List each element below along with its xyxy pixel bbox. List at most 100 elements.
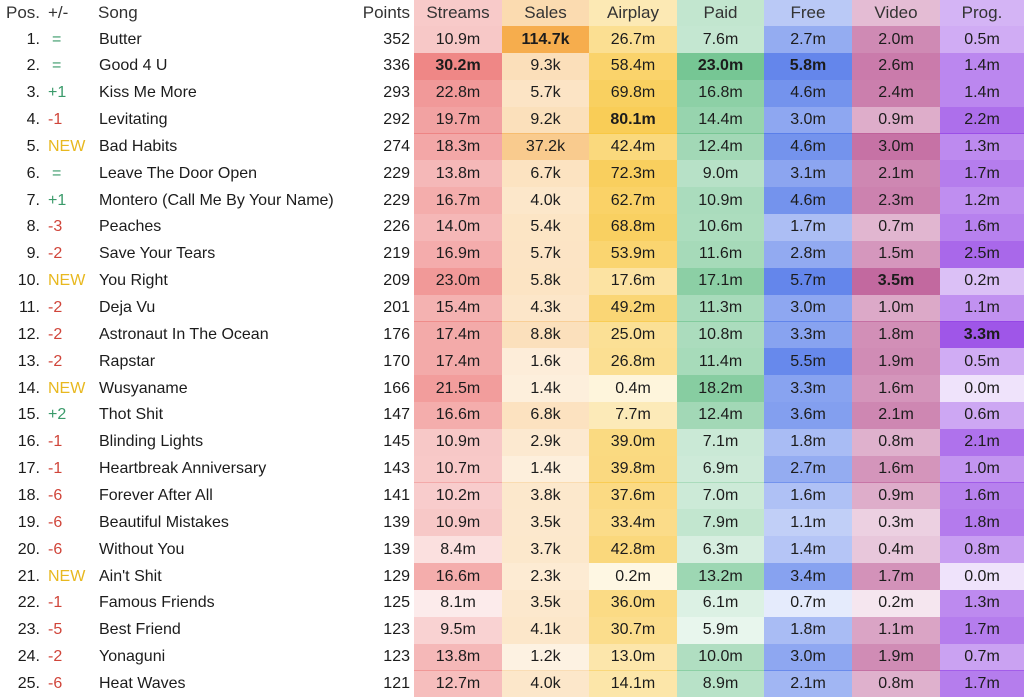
position-number: 12. xyxy=(17,325,40,343)
cell-video: 2.0m xyxy=(852,26,940,53)
cell-video: 1.9m xyxy=(852,348,940,376)
points-value: 293 xyxy=(383,84,410,102)
song-title: Wusyaname xyxy=(99,379,188,397)
cell-paid: 18.2m xyxy=(677,375,764,403)
cell-sales: 1.6k xyxy=(502,348,589,376)
header-prog: Prog. xyxy=(940,0,1024,26)
cell-paid: 11.6m xyxy=(677,240,764,268)
cell-prog: 1.0m xyxy=(940,455,1024,483)
cell-free: 3.0m xyxy=(764,294,852,322)
song-title: Astronaut In The Ocean xyxy=(99,325,269,343)
position-change: -5 xyxy=(48,621,63,639)
cell-prog: 0.5m xyxy=(940,348,1024,376)
cell-free: 2.8m xyxy=(764,240,852,268)
header-paid: Paid xyxy=(677,0,764,26)
position-change: -2 xyxy=(48,245,63,263)
cell-airplay: 13.0m xyxy=(589,643,677,671)
cell-free: 5.5m xyxy=(764,348,852,376)
cell-sales: 2.3k xyxy=(502,563,589,590)
points-value: 139 xyxy=(383,540,410,558)
cell-airplay: 72.3m xyxy=(589,160,677,188)
cell-sales: 5.7k xyxy=(502,240,589,268)
position-change: -2 xyxy=(48,299,63,316)
cell-sales: 1.4k xyxy=(502,375,589,403)
cell-streams: 19.7m xyxy=(414,106,502,134)
points-value: 123 xyxy=(383,621,410,639)
cell-prog: 2.5m xyxy=(940,240,1024,268)
cell-video: 1.9m xyxy=(852,643,940,671)
cell-paid: 9.0m xyxy=(677,160,764,188)
position-number: 22. xyxy=(17,594,40,612)
cell-streams: 12.7m xyxy=(414,670,502,697)
cell-free: 4.6m xyxy=(764,79,852,107)
cell-prog: 0.0m xyxy=(940,375,1024,403)
cell-airplay: 26.8m xyxy=(589,348,677,376)
cell-video: 1.0m xyxy=(852,294,940,322)
cell-free: 2.7m xyxy=(764,26,852,53)
cell-paid: 7.0m xyxy=(677,482,764,510)
song-title: Ain't Shit xyxy=(99,567,162,585)
cell-prog: 0.2m xyxy=(940,267,1024,295)
song-title: Blinding Lights xyxy=(99,433,204,451)
position-change: -2 xyxy=(48,325,63,343)
position-change: -6 xyxy=(48,486,63,504)
cell-airplay: 14.1m xyxy=(589,670,677,697)
cell-streams: 16.6m xyxy=(414,401,502,429)
cell-streams: 10.2m xyxy=(414,482,502,510)
cell-paid: 6.1m xyxy=(677,589,764,617)
cell-sales: 1.4k xyxy=(502,455,589,483)
position-change: -2 xyxy=(48,352,63,370)
cell-sales: 4.1k xyxy=(502,616,589,644)
cell-free: 2.1m xyxy=(764,670,852,697)
cell-free: 3.3m xyxy=(764,375,852,403)
song-title: Montero (Call Me By Your Name) xyxy=(99,191,334,209)
cell-airplay: 58.4m xyxy=(589,52,677,80)
song-title: Forever After All xyxy=(99,486,213,504)
position-change: -1 xyxy=(48,460,63,478)
cell-video: 1.6m xyxy=(852,375,940,403)
cell-sales: 3.8k xyxy=(502,482,589,510)
cell-paid: 23.0m xyxy=(677,52,764,80)
cell-streams: 17.4m xyxy=(414,348,502,376)
cell-video: 1.8m xyxy=(852,321,940,349)
position-number: 9. xyxy=(26,245,40,263)
position-number: 11. xyxy=(18,299,40,316)
points-value: 201 xyxy=(383,299,410,316)
cell-airplay: 49.2m xyxy=(589,294,677,322)
points-value: 292 xyxy=(383,111,410,129)
position-change: = xyxy=(52,30,62,48)
cell-streams: 13.8m xyxy=(414,643,502,671)
cell-video: 0.8m xyxy=(852,670,940,697)
header-free: Free xyxy=(764,0,852,26)
song-title: Thot Shit xyxy=(99,406,164,424)
song-title: You Right xyxy=(99,272,168,290)
cell-streams: 16.7m xyxy=(414,187,502,215)
cell-paid: 8.9m xyxy=(677,670,764,697)
cell-streams: 16.9m xyxy=(414,240,502,268)
cell-video: 2.6m xyxy=(852,52,940,80)
points-value: 129 xyxy=(383,567,410,585)
song-title: Best Friend xyxy=(99,621,181,639)
header-pos: Pos. xyxy=(6,3,41,22)
cell-video: 1.7m xyxy=(852,563,940,590)
points-value: 141 xyxy=(383,486,410,504)
cell-airplay: 39.0m xyxy=(589,428,677,456)
cell-streams: 8.4m xyxy=(414,536,502,564)
cell-sales: 114.7k xyxy=(502,26,589,53)
cell-paid: 12.4m xyxy=(677,401,764,429)
cell-prog: 0.0m xyxy=(940,563,1024,590)
cell-video: 0.9m xyxy=(852,106,940,134)
cell-streams: 22.8m xyxy=(414,79,502,107)
cell-free: 0.7m xyxy=(764,589,852,617)
cell-streams: 10.9m xyxy=(414,26,502,53)
position-change: -6 xyxy=(48,674,63,692)
cell-free: 4.6m xyxy=(764,133,852,161)
points-value: 139 xyxy=(383,513,410,531)
position-number: 1. xyxy=(26,30,40,48)
cell-video: 0.4m xyxy=(852,536,940,564)
position-number: 14. xyxy=(17,379,40,397)
header-song: Song xyxy=(98,3,138,22)
cell-video: 0.2m xyxy=(852,589,940,617)
position-change: -1 xyxy=(48,594,63,612)
